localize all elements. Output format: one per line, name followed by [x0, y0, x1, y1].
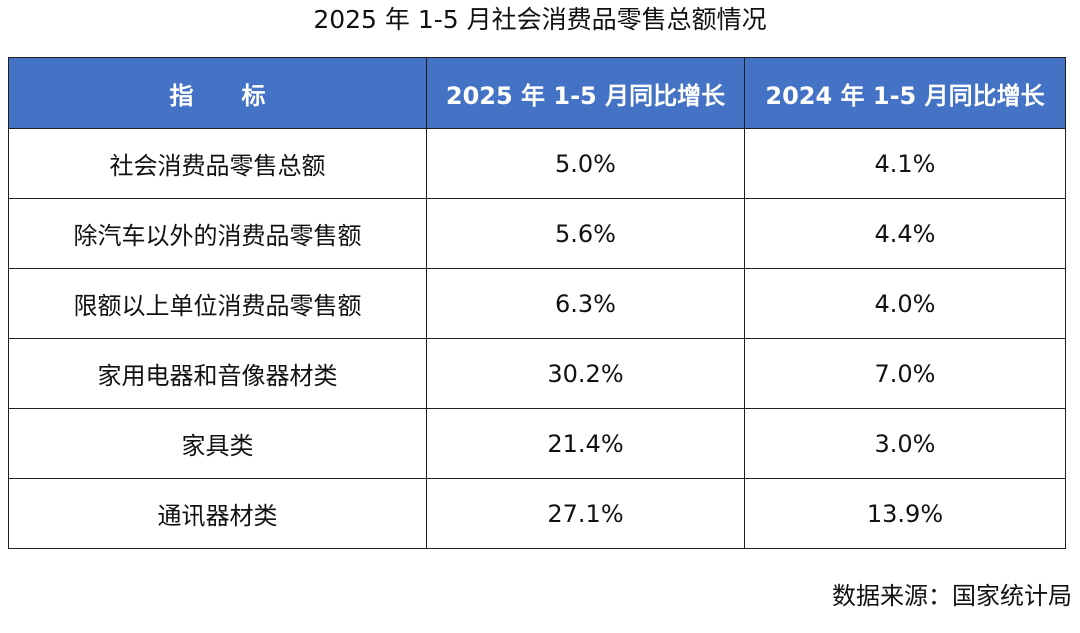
value-2024-cell: 13.9%: [744, 478, 1066, 549]
value-2024-cell: 4.4%: [744, 198, 1066, 269]
value-2025-cell: 30.2%: [426, 338, 745, 409]
value-2025-cell: 27.1%: [426, 478, 745, 549]
chart-title: 2025 年 1-5 月社会消费品零售总额情况: [313, 5, 767, 34]
indicator-cell: 家用电器和音像器材类: [8, 338, 427, 409]
indicator-cell: 除汽车以外的消费品零售额: [8, 198, 427, 269]
value-2025-cell: 6.3%: [426, 268, 745, 339]
table-header-row: 指 标 2025 年 1-5 月同比增长 2024 年 1-5 月同比增长: [8, 57, 1066, 129]
value-2024-cell: 4.0%: [744, 268, 1066, 339]
header-indicator: 指 标: [8, 57, 427, 129]
value-2025-cell: 5.0%: [426, 128, 745, 199]
data-source-note: 数据来源：国家统计局: [832, 582, 1072, 610]
indicator-cell: 社会消费品零售总额: [8, 128, 427, 199]
indicator-cell: 家具类: [8, 408, 427, 479]
value-2024-cell: 3.0%: [744, 408, 1066, 479]
table-row: 除汽车以外的消费品零售额 5.6% 4.4%: [8, 198, 1066, 269]
data-table: 指 标 2025 年 1-5 月同比增长 2024 年 1-5 月同比增长 社会…: [8, 57, 1066, 549]
table-row: 家用电器和音像器材类 30.2% 7.0%: [8, 338, 1066, 409]
value-2025-cell: 21.4%: [426, 408, 745, 479]
header-2024-growth: 2024 年 1-5 月同比增长: [744, 57, 1066, 129]
value-2025-cell: 5.6%: [426, 198, 745, 269]
value-2024-cell: 7.0%: [744, 338, 1066, 409]
indicator-cell: 限额以上单位消费品零售额: [8, 268, 427, 339]
table-row: 通讯器材类 27.1% 13.9%: [8, 478, 1066, 549]
table-row: 家具类 21.4% 3.0%: [8, 408, 1066, 479]
table-row: 社会消费品零售总额 5.0% 4.1%: [8, 128, 1066, 199]
value-2024-cell: 4.1%: [744, 128, 1066, 199]
table-row: 限额以上单位消费品零售额 6.3% 4.0%: [8, 268, 1066, 339]
header-2025-growth: 2025 年 1-5 月同比增长: [426, 57, 745, 129]
indicator-cell: 通讯器材类: [8, 478, 427, 549]
